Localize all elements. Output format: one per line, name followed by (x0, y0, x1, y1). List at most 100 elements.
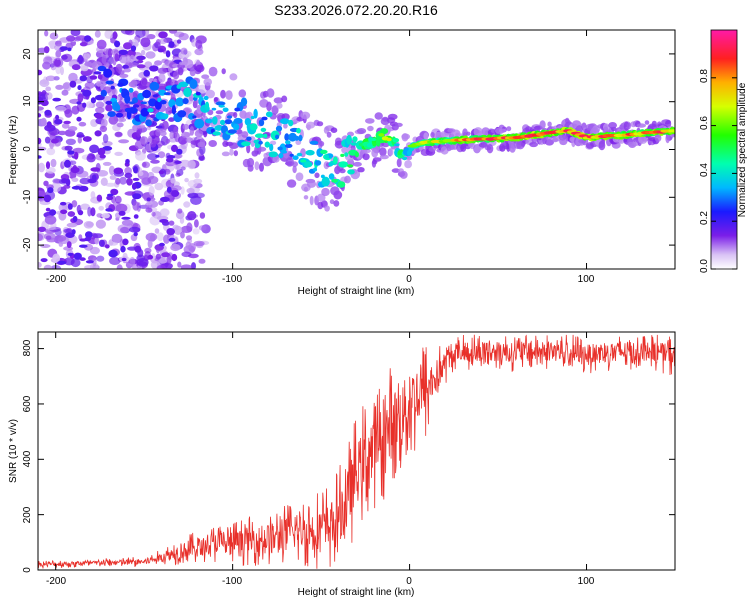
spectrogram-noise-blob (83, 53, 91, 60)
spectrogram-noise-blob (57, 260, 67, 265)
spectrogram-ridge-core (280, 150, 288, 154)
spectrogram-halo-blob (95, 101, 105, 108)
spectrogram-noise-blob (135, 30, 146, 38)
spectrogram-ridge-core (140, 101, 148, 105)
spectrogram-halo-blob (139, 136, 149, 145)
spectrogram-noise-blob (109, 175, 117, 180)
spectrogram-noise-blob (92, 233, 104, 239)
spectrogram-noise-blob (45, 235, 52, 240)
spectrogram-noise-blob (183, 201, 191, 208)
spectrogram-noise-blob (168, 117, 175, 122)
spectrogram-halo-blob (182, 123, 189, 130)
spectrogram-noise-blob (38, 69, 43, 76)
spectrogram-noise-blob (52, 97, 61, 102)
spectrogram-ytick-label: 20 (22, 48, 33, 60)
spectrogram-noise-blob (67, 211, 76, 217)
spectrogram-halo-blob (271, 105, 279, 115)
spectrogram-noise-blob (77, 210, 84, 216)
spectrogram-halo-blob (119, 55, 128, 64)
spectrogram-ridge-core (234, 107, 241, 112)
spectrogram-noise-blob (76, 56, 85, 65)
spectrogram-ridge-blob (212, 131, 221, 136)
spectrogram-ridge-blob (107, 111, 116, 117)
spectrogram-noise-blob (47, 187, 54, 194)
spectrogram-ridge-blob (380, 128, 389, 135)
colorbar-tick-label: 0.8 (699, 69, 710, 83)
spectrogram-halo-blob (665, 120, 672, 128)
spectrogram-noise-blob (108, 165, 115, 176)
spectrogram-noise-blob (143, 69, 150, 77)
spectrogram-noise-blob (171, 144, 178, 152)
spectrogram-noise-blob (146, 200, 153, 206)
spectrogram-halo-blob (241, 131, 249, 138)
spectrogram-halo-blob (539, 120, 546, 129)
spectrogram-noise-blob (121, 257, 127, 262)
spectrogram-halo-blob (283, 123, 288, 129)
spectrogram-noise-blob (54, 119, 63, 125)
spectrogram-noise-blob (80, 203, 90, 210)
spectrogram-halo-blob (95, 107, 105, 114)
spectrogram-noise-blob (161, 252, 171, 258)
spectrogram-noise-blob (181, 251, 192, 258)
spectrogram-noise-blob (194, 219, 199, 228)
spectrogram-noise-blob (76, 170, 89, 178)
spectrogram-ridge-core (121, 88, 128, 93)
spectrogram-noise-blob (90, 191, 96, 199)
spectrogram-ridge-blob (260, 127, 267, 132)
spectrogram-halo-blob (379, 147, 387, 157)
spectrogram-noise-blob (43, 56, 53, 65)
spectrogram-noise-blob (132, 193, 142, 200)
spectrogram-noise-blob (113, 167, 124, 175)
spectrogram-noise-blob (74, 151, 79, 160)
spectrogram-noise-blob (96, 255, 105, 262)
spectrogram-noise-blob (61, 178, 68, 184)
spectrogram-noise-blob (102, 133, 109, 144)
spectrogram-halo-blob (326, 131, 332, 138)
spectrogram-panel: -200 -100 0 100 -20 -10 0 10 20 Height o… (8, 29, 676, 297)
spectrogram-halo-blob (391, 168, 401, 173)
spectrogram-halo-blob (361, 148, 371, 154)
spectrogram-halo-blob (233, 111, 238, 119)
spectrogram-noise-blob (52, 253, 61, 263)
spectrogram-halo-blob (246, 144, 251, 154)
spectrogram-ridge-blob (275, 125, 283, 132)
spectrogram-noise-blob (170, 243, 181, 252)
spectrogram-ridge-blob (280, 118, 290, 125)
spectrogram-noise-blob (44, 109, 52, 116)
spectrogram-ridge-blob (142, 89, 152, 99)
spectrogram-ridge-blob (175, 97, 185, 107)
spectrogram-noise-blob (97, 74, 103, 80)
spectrogram-noise-blob (89, 144, 100, 154)
spectrogram-halo-blob (194, 130, 204, 138)
spectrogram-halo-blob (213, 97, 218, 102)
spectrogram-noise-blob (109, 257, 121, 265)
spectrogram-noise-blob (151, 211, 156, 217)
spectrogram-noise-blob (118, 210, 126, 216)
spectrogram-noise-blob (87, 178, 97, 184)
spectrogram-ridge-core (393, 143, 400, 147)
spectrogram-noise-blob (178, 32, 189, 41)
spectrogram-noise-blob (79, 177, 91, 185)
spectrogram-noise-blob (62, 82, 70, 90)
spectrogram-noise-blob (198, 258, 206, 264)
spectrogram-noise-blob (46, 225, 56, 231)
spectrogram-noise-blob (171, 253, 178, 262)
spectrogram-noise-blob (124, 167, 132, 175)
spectrogram-halo-blob (114, 131, 123, 138)
spectrogram-halo-blob (221, 68, 226, 75)
spectrogram-noise-blob (117, 117, 127, 123)
spectrogram-noise-blob (69, 80, 77, 88)
spectrogram-noise-blob (166, 186, 172, 193)
spectrogram-noise-blob (173, 153, 183, 159)
spectrogram-ridge-blob (189, 79, 198, 89)
spectrogram-ridge-core (124, 107, 132, 113)
spectrogram-noise-blob (114, 40, 121, 48)
spectrogram-ridge-blob (392, 138, 400, 143)
spectrogram-noise-blob (130, 45, 137, 52)
spectrogram-ridge-blob (304, 161, 313, 168)
spectrogram-halo-blob (401, 133, 409, 142)
spectrogram-ridge-core (218, 104, 225, 108)
spectrogram-noise-blob (68, 126, 78, 132)
spectrogram-noise-blob (157, 151, 166, 159)
